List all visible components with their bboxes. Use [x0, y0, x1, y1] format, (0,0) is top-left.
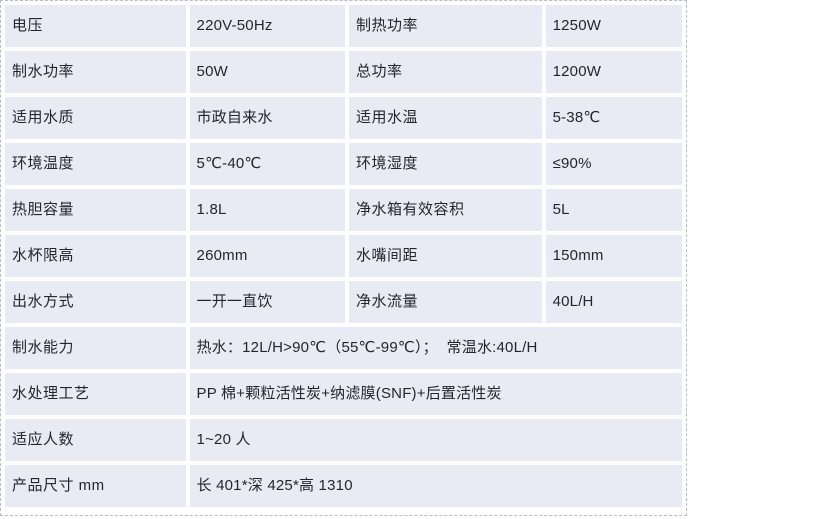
- table-row: 适用水质 市政自来水 适用水温 5-38℃: [5, 97, 682, 139]
- table-row: 电压 220V-50Hz 制热功率 1250W: [5, 5, 682, 47]
- spec-label-cell: 制水能力: [5, 327, 186, 369]
- table-row: 热胆容量 1.8L 净水箱有效容积 5L: [5, 189, 682, 231]
- spec-label-cell: 净水流量: [348, 281, 542, 323]
- spec-value-cell: ≤90%: [545, 143, 682, 185]
- spec-value-cell: 1250W: [545, 5, 682, 47]
- spec-label-cell: 水嘴间距: [348, 235, 542, 277]
- spec-label-cell: 出水方式: [5, 281, 186, 323]
- spec-value-cell: 5L: [545, 189, 682, 231]
- spec-label-cell: 制热功率: [348, 5, 542, 47]
- spec-value-cell: 1~20 人: [189, 419, 682, 461]
- product-spec-table: 电压 220V-50Hz 制热功率 1250W 制水功率 50W 总功率 1200W 适用水质市…: [1, 1, 686, 511]
- spec-value-cell: 热水：12L/H>90℃（55℃-99℃）； 常温水:40L/H: [189, 327, 682, 369]
- table-row: 环境温度 5℃-40℃ 环境湿度 ≤90%: [5, 143, 682, 185]
- table-row: 制水能力 热水：12L/H>90℃（55℃-99℃）； 常温水:40L/H: [5, 327, 682, 369]
- spec-value-cell: 40L/H: [545, 281, 682, 323]
- spec-table-body: 电压 220V-50Hz 制热功率 1250W 制水功率 50W 总功率 1200W 适用水质市…: [5, 5, 682, 507]
- spec-value-cell: 1200W: [545, 51, 682, 93]
- table-row: 水杯限高 260mm 水嘴间距 150mm: [5, 235, 682, 277]
- spec-value-cell: 5-38℃: [545, 97, 682, 139]
- table-row: 出水方式 一开一直饮 净水流量 40L/H: [5, 281, 682, 323]
- spec-label-cell: 电压: [5, 5, 186, 47]
- table-row: 水处理工艺 PP 棉+颗粒活性炭+纳滤膜(SNF)+后置活性炭: [5, 373, 682, 415]
- spec-value-cell: 市政自来水: [189, 97, 345, 139]
- spec-label-cell: 适用水温: [348, 97, 542, 139]
- spec-label-cell: 水杯限高: [5, 235, 186, 277]
- spec-value-cell: 260mm: [189, 235, 345, 277]
- spec-value-cell: 长 401*深 425*高 1310: [189, 465, 682, 507]
- spec-value-cell: 一开一直饮: [189, 281, 345, 323]
- spec-value-cell: 220V-50Hz: [189, 5, 345, 47]
- table-row: 适应人数 1~20 人: [5, 419, 682, 461]
- spec-value-cell: 5℃-40℃: [189, 143, 345, 185]
- spec-label-cell: 适用水质: [5, 97, 186, 139]
- spec-label-cell: 环境湿度: [348, 143, 542, 185]
- spec-table-selection-border: 电压 220V-50Hz 制热功率 1250W 制水功率 50W 总功率 1200W 适用水质市…: [0, 0, 687, 516]
- spec-label-cell: 总功率: [348, 51, 542, 93]
- spec-value-cell: 50W: [189, 51, 345, 93]
- spec-value-cell: PP 棉+颗粒活性炭+纳滤膜(SNF)+后置活性炭: [189, 373, 682, 415]
- spec-value-cell: 150mm: [545, 235, 682, 277]
- spec-label-cell: 水处理工艺: [5, 373, 186, 415]
- spec-label-cell: 净水箱有效容积: [348, 189, 542, 231]
- spec-label-cell: 环境温度: [5, 143, 186, 185]
- table-row: 制水功率 50W 总功率 1200W: [5, 51, 682, 93]
- spec-label-cell: 热胆容量: [5, 189, 186, 231]
- spec-label-cell: 产品尺寸 mm: [5, 465, 186, 507]
- spec-label-cell: 适应人数: [5, 419, 186, 461]
- spec-value-cell: 1.8L: [189, 189, 345, 231]
- table-row: 产品尺寸 mm 长 401*深 425*高 1310: [5, 465, 682, 507]
- spec-label-cell: 制水功率: [5, 51, 186, 93]
